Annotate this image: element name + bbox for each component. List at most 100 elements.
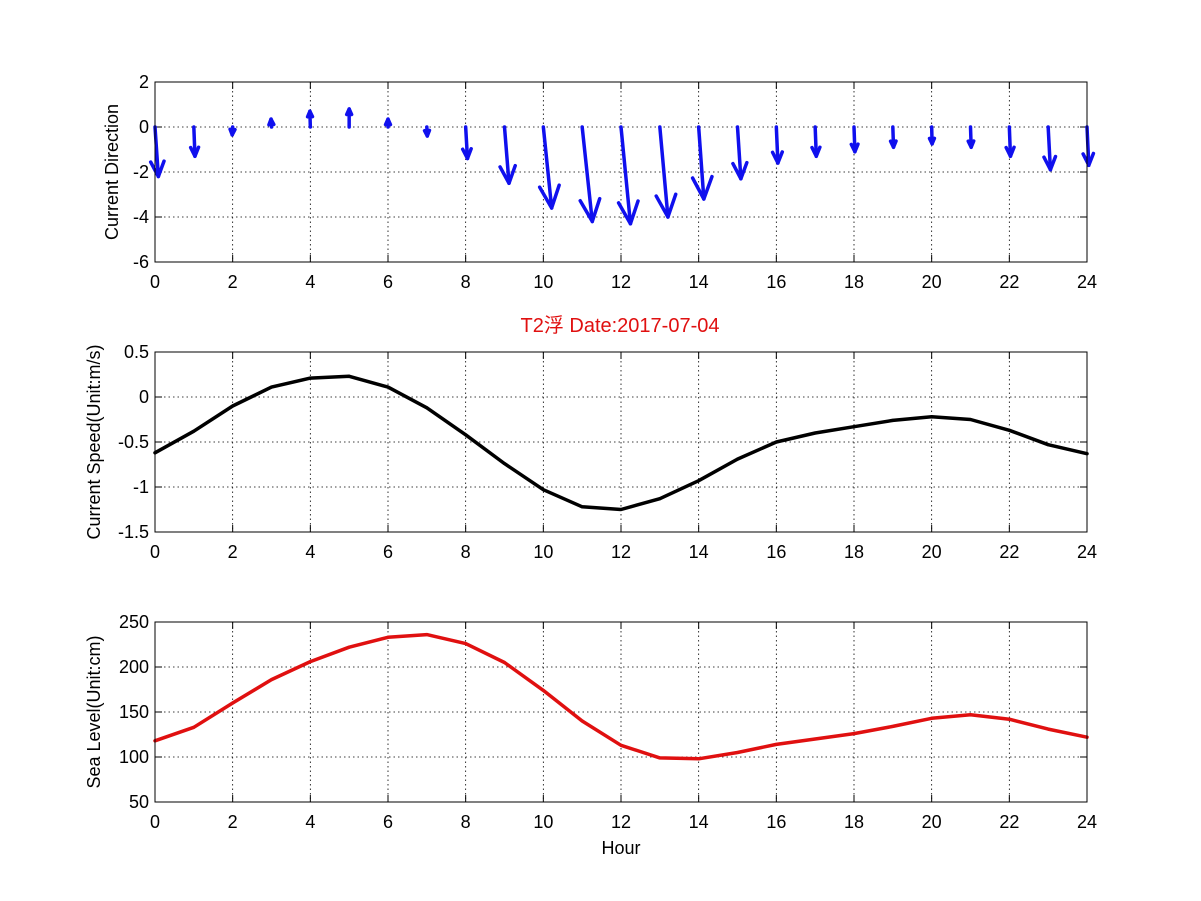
arrow-mark [810,125,822,158]
data-point [347,645,351,649]
arrow-head [460,147,473,161]
arrow-shaft [774,125,780,165]
y-tick-label: -1.5 [118,522,149,542]
x-tick-label: 16 [766,812,786,832]
arrow-head [383,117,393,127]
y-tick-label: 0.5 [124,342,149,362]
x-tick-label: 24 [1077,542,1097,562]
x-tick-label: 14 [689,542,709,562]
arrow-mark [460,125,473,161]
axes-frame [154,621,1088,803]
x-tick-label: 6 [383,812,393,832]
arrow-mark [188,125,201,158]
data-point [308,660,312,664]
data-point [891,418,895,422]
y-tick-label: 0 [139,117,149,137]
data-point [891,724,895,728]
arrow-mark [690,125,714,201]
data-point [697,479,701,483]
arrow-shaft [502,125,511,185]
data-point [852,425,856,429]
x-tick-label: 6 [383,542,393,562]
arrow-mark [770,125,785,165]
arrow-mark [654,125,678,219]
data-point [580,505,584,509]
data-point [1046,727,1050,731]
arrow-head [422,128,432,138]
y-tick-label: -4 [133,207,149,227]
data-point [619,743,623,747]
y-tick-label: -0.5 [118,432,149,452]
x-tick-label: 0 [150,542,160,562]
data-point [1007,717,1011,721]
y-tick-label: -1 [133,477,149,497]
x-tick-label: 0 [150,812,160,832]
data-point [658,497,662,501]
x-tick-label: 18 [844,542,864,562]
arrow-head [537,183,561,210]
arrow-shaft [658,125,670,219]
x-tick-label: 22 [999,542,1019,562]
x-tick-label: 8 [461,812,471,832]
x-tick-label: 12 [611,272,631,292]
data-point [503,661,506,664]
axes-frame [154,81,1088,263]
x-tick-label: 22 [999,812,1019,832]
y-axis-label: Current Direction [102,104,122,240]
y-axis-label: Sea Level(Unit:cm) [84,635,104,788]
data-point [464,433,468,437]
data-point [580,719,584,723]
data-point [541,488,545,492]
arrow-head [731,160,749,181]
arrow-head [148,159,166,179]
y-tick-label: 2 [139,72,149,92]
arrow-mark [578,125,602,224]
arrow-mark [616,125,640,226]
data-point [736,457,739,461]
arrow-head [849,142,860,154]
arrow-head [267,117,276,127]
figure-title: T2浮 Date:2017-07-04 [520,314,719,337]
y-tick-label: 200 [119,657,149,677]
y-tick-label: 100 [119,747,149,767]
arrow-head [770,150,785,165]
x-tick-label: 12 [611,812,631,832]
x-tick-label: 22 [999,272,1019,292]
data-point [852,732,856,736]
arrow-head [498,163,517,185]
x-tick-label: 14 [689,272,709,292]
data-point [774,742,778,746]
arrow-mark [305,109,315,129]
arrow-mark [966,125,976,149]
data-point [192,725,196,729]
data-point [386,635,390,639]
x-tick-label: 0 [150,272,160,292]
x-tick-label: 4 [305,272,315,292]
arrow-shaft [580,125,595,224]
x-tick-label: 20 [922,272,942,292]
y-tick-label: 250 [119,612,149,632]
arrow-shaft [192,125,197,158]
arrow-mark [1004,125,1016,158]
arrow-mark [537,125,561,210]
y-tick-label: 50 [129,792,149,812]
x-tick-label: 12 [611,542,631,562]
y-tick-label: -2 [133,162,149,182]
x-tick-label: 16 [766,542,786,562]
arrow-mark [888,125,898,149]
x-tick-label: 16 [766,272,786,292]
arrow-shaft [619,125,633,226]
arrow-head [1081,151,1096,167]
data-point [541,688,545,692]
arrow-shaft [541,125,554,210]
y-tick-label: 150 [119,702,149,722]
data-point [736,751,739,754]
arrow-head [616,199,640,226]
x-tick-label: 2 [228,812,238,832]
x-tick-label: 10 [533,272,553,292]
arrow-mark [849,125,860,154]
arrow-shaft [735,125,743,181]
arrow-head [1004,145,1016,158]
data-point [270,678,273,682]
arrow-mark [927,125,937,146]
